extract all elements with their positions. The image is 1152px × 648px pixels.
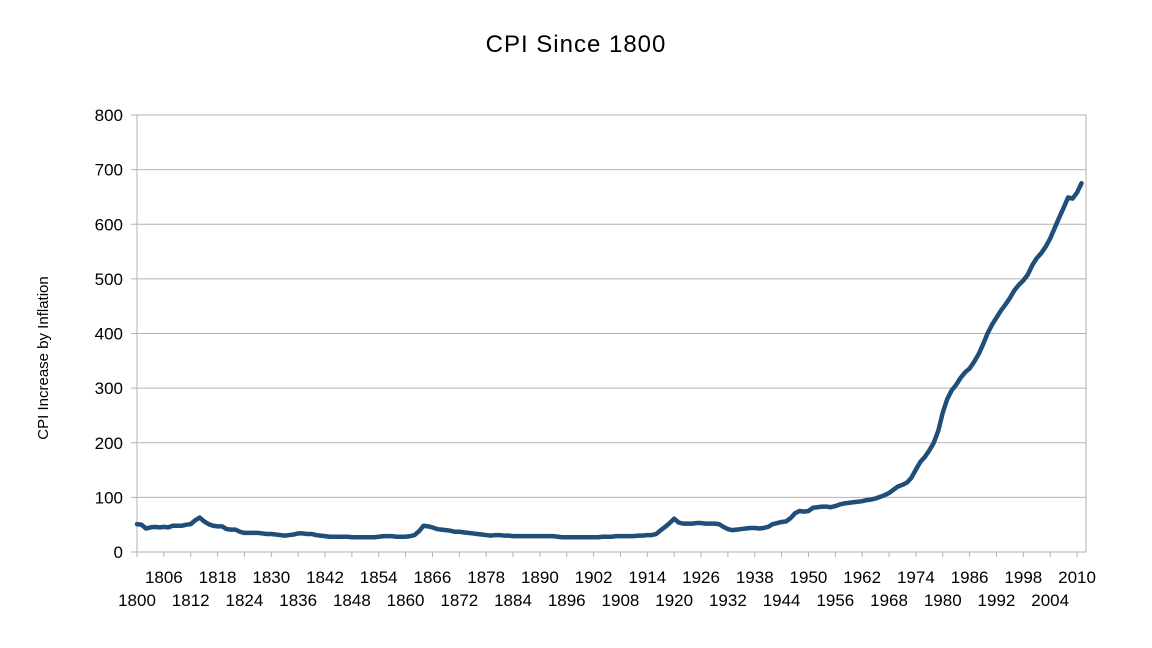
series-line-0 bbox=[134, 181, 1084, 540]
y-tick-label: 500 bbox=[95, 270, 123, 289]
y-tick-label: 300 bbox=[95, 379, 123, 398]
x-tick-label: 2004 bbox=[1031, 591, 1069, 610]
y-tick-label: 700 bbox=[95, 161, 123, 180]
x-tick-label: 1836 bbox=[279, 591, 317, 610]
y-tick-label: 600 bbox=[95, 215, 123, 234]
x-tick-label: 1806 bbox=[145, 568, 183, 587]
x-tick-label: 1932 bbox=[709, 591, 747, 610]
x-tick-label: 1860 bbox=[387, 591, 425, 610]
x-tick-label: 1896 bbox=[548, 591, 586, 610]
x-tick-label: 1998 bbox=[1004, 568, 1042, 587]
x-tick-label: 1962 bbox=[843, 568, 881, 587]
x-tick-label: 1908 bbox=[602, 591, 640, 610]
x-tick-label: 1890 bbox=[521, 568, 559, 587]
gridlines bbox=[137, 169, 1086, 498]
x-tick-label: 1920 bbox=[655, 591, 693, 610]
x-tick-label: 1800 bbox=[118, 591, 156, 610]
chart-title: CPI Since 1800 bbox=[486, 31, 667, 58]
x-axis-ticks: 1806 1818 1830 1842 1854 1866 1878 1890 1902 1914… bbox=[118, 552, 1096, 610]
x-tick-label: 1872 bbox=[440, 591, 478, 610]
x-tick-label: 1956 bbox=[816, 591, 854, 610]
x-tick-label: 1812 bbox=[172, 591, 210, 610]
y-tick-label: 400 bbox=[95, 325, 123, 344]
x-tick-label: 1830 bbox=[252, 568, 290, 587]
x-tick-label: 1926 bbox=[682, 568, 720, 587]
x-tick-label: 1878 bbox=[467, 568, 505, 587]
x-tick-label: 1992 bbox=[978, 591, 1016, 610]
x-tick-label: 1968 bbox=[870, 591, 908, 610]
x-tick-label: 1848 bbox=[333, 591, 371, 610]
x-tick-label: 1938 bbox=[736, 568, 774, 587]
y-tick-label: 200 bbox=[95, 434, 123, 453]
y-axis-ticks: 0 100 200 300 400 500 600 700 800 bbox=[95, 106, 137, 562]
x-tick-label: 1854 bbox=[360, 568, 398, 587]
x-tick-label: 1974 bbox=[897, 568, 935, 587]
y-tick-label: 100 bbox=[95, 488, 123, 507]
x-tick-label: 1866 bbox=[414, 568, 452, 587]
x-tick-label: 1914 bbox=[628, 568, 666, 587]
x-tick-label: 1818 bbox=[199, 568, 237, 587]
x-tick-label: 1884 bbox=[494, 591, 532, 610]
y-tick-label: 800 bbox=[95, 106, 123, 125]
x-tick-label: 1902 bbox=[575, 568, 613, 587]
y-axis-label: CPI Increase by Inflation bbox=[35, 276, 52, 439]
x-tick-label: 1944 bbox=[763, 591, 801, 610]
x-tick-label: 1986 bbox=[951, 568, 989, 587]
x-tick-label: 2010 bbox=[1058, 568, 1096, 587]
x-tick-label: 1824 bbox=[226, 591, 264, 610]
x-tick-label: 1980 bbox=[924, 591, 962, 610]
y-tick-label: 0 bbox=[114, 543, 123, 562]
x-tick-label: 1950 bbox=[790, 568, 828, 587]
x-tick-label: 1842 bbox=[306, 568, 344, 587]
series-layer bbox=[134, 181, 1084, 540]
